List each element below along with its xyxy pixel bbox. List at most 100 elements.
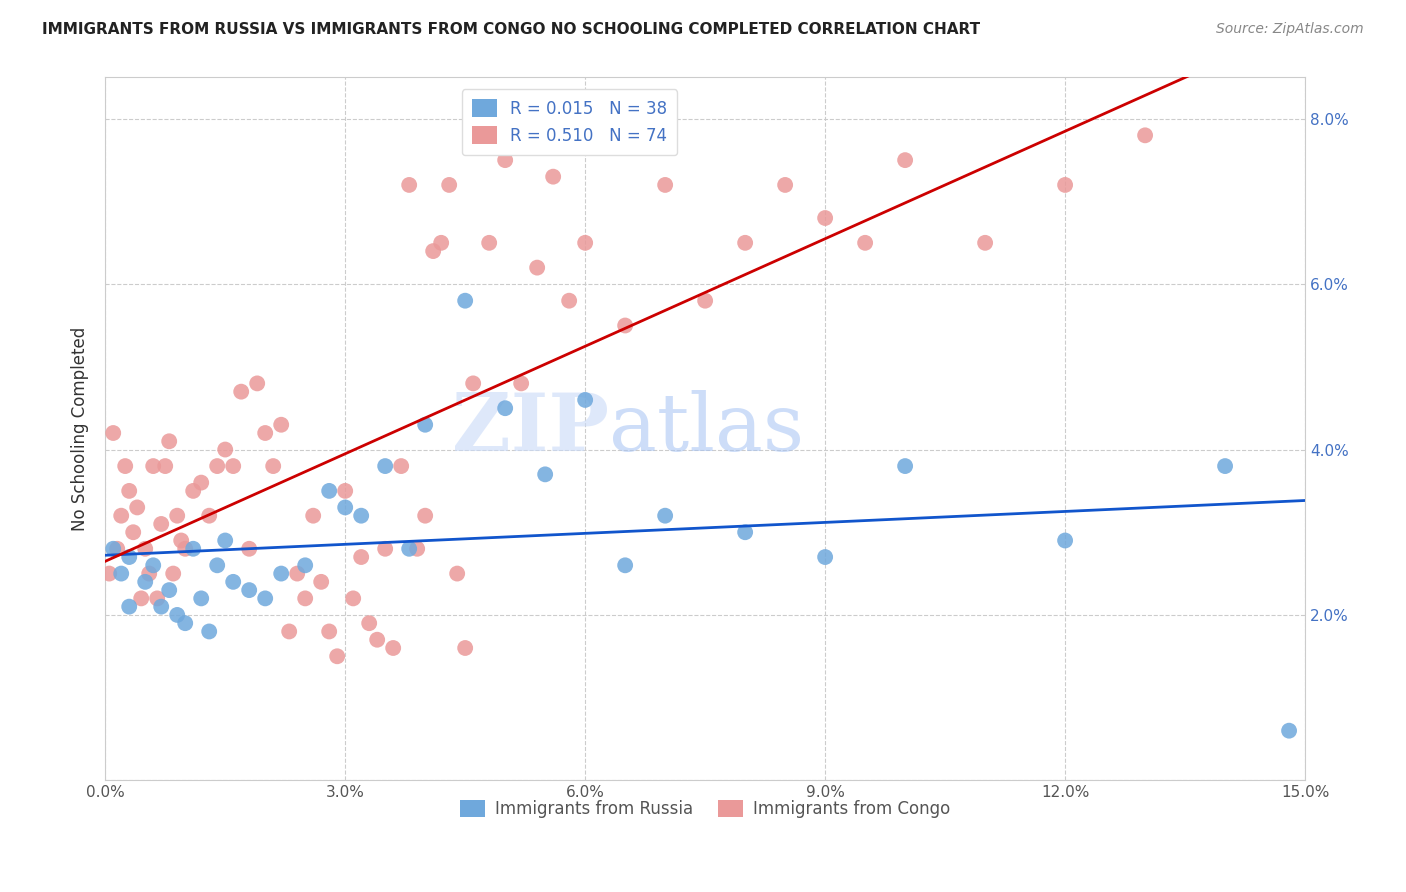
- Point: [238, 583, 260, 598]
- Point: [734, 525, 756, 540]
- Point: [413, 417, 436, 432]
- Point: [1133, 128, 1156, 143]
- Point: [181, 483, 204, 498]
- Point: [222, 459, 245, 474]
- Point: [574, 235, 596, 250]
- Point: [350, 508, 373, 523]
- Point: [118, 483, 141, 498]
- Point: [342, 591, 364, 606]
- Point: [814, 211, 837, 225]
- Point: [105, 541, 128, 556]
- Point: [374, 459, 396, 474]
- Point: [558, 293, 581, 308]
- Point: [335, 500, 357, 515]
- Point: [103, 425, 125, 440]
- Point: [205, 459, 228, 474]
- Point: [814, 549, 837, 564]
- Point: [695, 293, 717, 308]
- Point: [350, 549, 373, 564]
- Point: [174, 541, 197, 556]
- Text: IMMIGRANTS FROM RUSSIA VS IMMIGRANTS FROM CONGO NO SCHOOLING COMPLETED CORRELATI: IMMIGRANTS FROM RUSSIA VS IMMIGRANTS FRO…: [42, 22, 980, 37]
- Point: [309, 574, 332, 589]
- Point: [534, 467, 557, 482]
- Point: [734, 235, 756, 250]
- Point: [118, 549, 141, 564]
- Point: [150, 599, 173, 614]
- Point: [222, 574, 245, 589]
- Point: [238, 541, 260, 556]
- Point: [894, 153, 917, 168]
- Point: [110, 508, 132, 523]
- Point: [157, 583, 180, 598]
- Point: [478, 235, 501, 250]
- Point: [231, 384, 253, 399]
- Point: [326, 649, 349, 664]
- Point: [454, 293, 477, 308]
- Point: [278, 624, 301, 639]
- Point: [359, 616, 381, 631]
- Point: [654, 508, 676, 523]
- Point: [494, 401, 516, 416]
- Point: [198, 624, 221, 639]
- Point: [214, 442, 236, 457]
- Point: [142, 558, 165, 573]
- Point: [389, 459, 412, 474]
- Point: [773, 178, 796, 192]
- Point: [1213, 459, 1236, 474]
- Point: [285, 566, 308, 581]
- Point: [654, 178, 676, 192]
- Point: [262, 459, 284, 474]
- Point: [437, 178, 460, 192]
- Legend: Immigrants from Russia, Immigrants from Congo: Immigrants from Russia, Immigrants from …: [453, 793, 957, 825]
- Point: [294, 558, 316, 573]
- Point: [430, 235, 453, 250]
- Point: [103, 541, 125, 556]
- Point: [129, 591, 152, 606]
- Point: [1054, 533, 1077, 548]
- Point: [318, 624, 340, 639]
- Point: [174, 616, 197, 631]
- Point: [254, 425, 277, 440]
- Point: [366, 632, 388, 647]
- Point: [574, 392, 596, 407]
- Point: [398, 178, 420, 192]
- Point: [155, 459, 177, 474]
- Point: [134, 541, 156, 556]
- Point: [294, 591, 316, 606]
- Point: [463, 376, 485, 391]
- Point: [614, 318, 637, 333]
- Text: Source: ZipAtlas.com: Source: ZipAtlas.com: [1216, 22, 1364, 37]
- Point: [1278, 723, 1301, 738]
- Point: [114, 459, 136, 474]
- Point: [454, 640, 477, 655]
- Point: [142, 459, 165, 474]
- Point: [162, 566, 184, 581]
- Point: [254, 591, 277, 606]
- Point: [318, 483, 340, 498]
- Point: [1054, 178, 1077, 192]
- Point: [853, 235, 876, 250]
- Point: [494, 153, 516, 168]
- Point: [422, 244, 444, 258]
- Point: [134, 574, 156, 589]
- Point: [146, 591, 169, 606]
- Point: [270, 566, 292, 581]
- Point: [157, 434, 180, 449]
- Point: [122, 525, 145, 540]
- Point: [302, 508, 325, 523]
- Point: [205, 558, 228, 573]
- Point: [398, 541, 420, 556]
- Point: [382, 640, 405, 655]
- Point: [246, 376, 269, 391]
- Point: [510, 376, 533, 391]
- Point: [181, 541, 204, 556]
- Point: [335, 483, 357, 498]
- Point: [974, 235, 997, 250]
- Point: [118, 599, 141, 614]
- Point: [150, 516, 173, 531]
- Point: [413, 508, 436, 523]
- Point: [374, 541, 396, 556]
- Point: [127, 500, 149, 515]
- Point: [190, 475, 212, 490]
- Point: [98, 566, 121, 581]
